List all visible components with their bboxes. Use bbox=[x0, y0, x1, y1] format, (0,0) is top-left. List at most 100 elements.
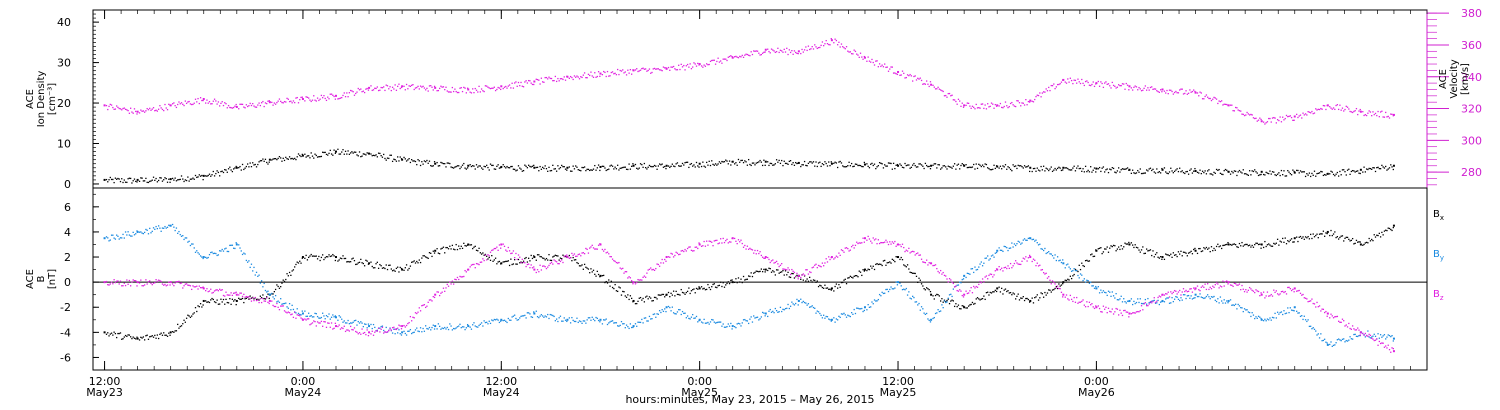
data-point-interp bbox=[1269, 170, 1271, 172]
data-point-interp bbox=[446, 162, 448, 164]
data-point-interp bbox=[1387, 168, 1389, 170]
data-point-interp bbox=[254, 274, 256, 276]
data-point bbox=[698, 162, 701, 165]
data-point-interp bbox=[1373, 333, 1375, 335]
data-point-interp bbox=[231, 107, 234, 109]
data-point-interp bbox=[1331, 234, 1333, 237]
data-point-interp bbox=[721, 242, 723, 244]
data-point-interp bbox=[154, 282, 156, 284]
data-point-interp bbox=[620, 268, 623, 270]
data-point-interp bbox=[329, 149, 331, 152]
data-point-interp bbox=[901, 70, 904, 72]
data-point-interp bbox=[1125, 168, 1127, 170]
data-point-interp bbox=[132, 180, 134, 182]
data-point-interp bbox=[920, 306, 923, 308]
data-point-interp bbox=[445, 328, 447, 330]
data-point-interp bbox=[1308, 172, 1311, 174]
data-point-interp bbox=[730, 322, 732, 325]
data-point-interp bbox=[1388, 227, 1391, 230]
data-point-interp bbox=[113, 181, 115, 184]
data-point-interp bbox=[628, 163, 630, 165]
data-point-interp bbox=[1041, 268, 1044, 271]
data-point-interp bbox=[939, 300, 942, 302]
data-point-interp bbox=[817, 311, 820, 313]
data-point-interp bbox=[789, 276, 792, 279]
data-point-interp bbox=[1092, 255, 1094, 258]
data-point-interp bbox=[517, 254, 520, 256]
data-point-interp bbox=[894, 240, 896, 243]
data-point-interp bbox=[1055, 86, 1058, 88]
data-point-interp bbox=[440, 85, 442, 87]
data-point-interp bbox=[477, 166, 479, 168]
data-point-interp bbox=[493, 86, 495, 88]
data-point-interp bbox=[908, 247, 910, 250]
data-point-interp bbox=[107, 181, 109, 183]
data-point-interp bbox=[559, 260, 562, 263]
data-point-interp bbox=[1028, 237, 1031, 239]
data-point-interp bbox=[1287, 307, 1289, 309]
data-point-interp bbox=[763, 159, 765, 161]
data-point-interp bbox=[1093, 307, 1096, 310]
data-point-interp bbox=[367, 89, 370, 91]
data-point-interp bbox=[989, 168, 991, 171]
data-point-interp bbox=[582, 252, 584, 254]
data-point-interp bbox=[390, 89, 392, 92]
data-point-interp bbox=[222, 298, 225, 301]
data-point-interp bbox=[1023, 258, 1026, 260]
data-point-interp bbox=[707, 321, 709, 324]
data-point-interp bbox=[212, 170, 214, 173]
data-point-interp bbox=[650, 165, 652, 168]
data-point-interp bbox=[1332, 173, 1335, 176]
data-point-interp bbox=[213, 301, 216, 303]
data-point-interp bbox=[149, 227, 151, 230]
data-point-interp bbox=[356, 154, 358, 156]
data-point-interp bbox=[260, 280, 263, 282]
data-point-interp bbox=[124, 181, 127, 183]
data-point-interp bbox=[308, 256, 310, 259]
data-point-interp bbox=[786, 269, 788, 271]
data-point-interp bbox=[1091, 285, 1093, 287]
data-point-interp bbox=[544, 266, 546, 268]
data-point-interp bbox=[1138, 171, 1140, 173]
bfield-tick-label: 6 bbox=[64, 201, 71, 214]
data-point-interp bbox=[581, 264, 583, 266]
data-point-interp bbox=[722, 58, 724, 60]
data-point bbox=[1062, 281, 1065, 284]
data-point-interp bbox=[597, 71, 600, 73]
data-point-interp bbox=[1084, 306, 1087, 308]
data-point-interp bbox=[466, 323, 469, 326]
data-point-interp bbox=[141, 177, 143, 179]
data-point-interp bbox=[1156, 302, 1158, 304]
data-point-interp bbox=[850, 246, 853, 248]
data-point-interp bbox=[679, 294, 681, 296]
data-point-interp bbox=[642, 297, 644, 300]
data-point-interp bbox=[480, 261, 483, 263]
data-point-interp bbox=[713, 164, 715, 166]
data-point-interp bbox=[695, 65, 698, 67]
data-point-interp bbox=[803, 49, 806, 51]
data-point-interp bbox=[1153, 299, 1155, 302]
data-point-interp bbox=[1293, 170, 1295, 173]
data-point-interp bbox=[1130, 242, 1133, 244]
data-point-interp bbox=[491, 319, 493, 321]
data-point-interp bbox=[1252, 314, 1255, 316]
data-point-interp bbox=[535, 166, 537, 169]
data-point-interp bbox=[773, 50, 775, 52]
data-point-interp bbox=[927, 264, 929, 266]
data-point-interp bbox=[160, 280, 162, 283]
data-point-interp bbox=[361, 328, 363, 330]
data-point-interp bbox=[906, 294, 909, 296]
data-point-interp bbox=[1204, 248, 1206, 250]
data-point-interp bbox=[122, 233, 124, 236]
data-point-interp bbox=[816, 280, 818, 282]
data-point-interp bbox=[198, 102, 200, 105]
data-point-interp bbox=[1198, 172, 1200, 174]
data-point-interp bbox=[852, 277, 854, 279]
data-point-interp bbox=[280, 305, 282, 307]
data-point-interp bbox=[1134, 244, 1136, 246]
data-point-interp bbox=[417, 262, 419, 264]
data-point-interp bbox=[274, 157, 277, 160]
data-point-interp bbox=[319, 155, 321, 158]
data-point-interp bbox=[652, 313, 654, 316]
data-point-interp bbox=[216, 289, 218, 291]
